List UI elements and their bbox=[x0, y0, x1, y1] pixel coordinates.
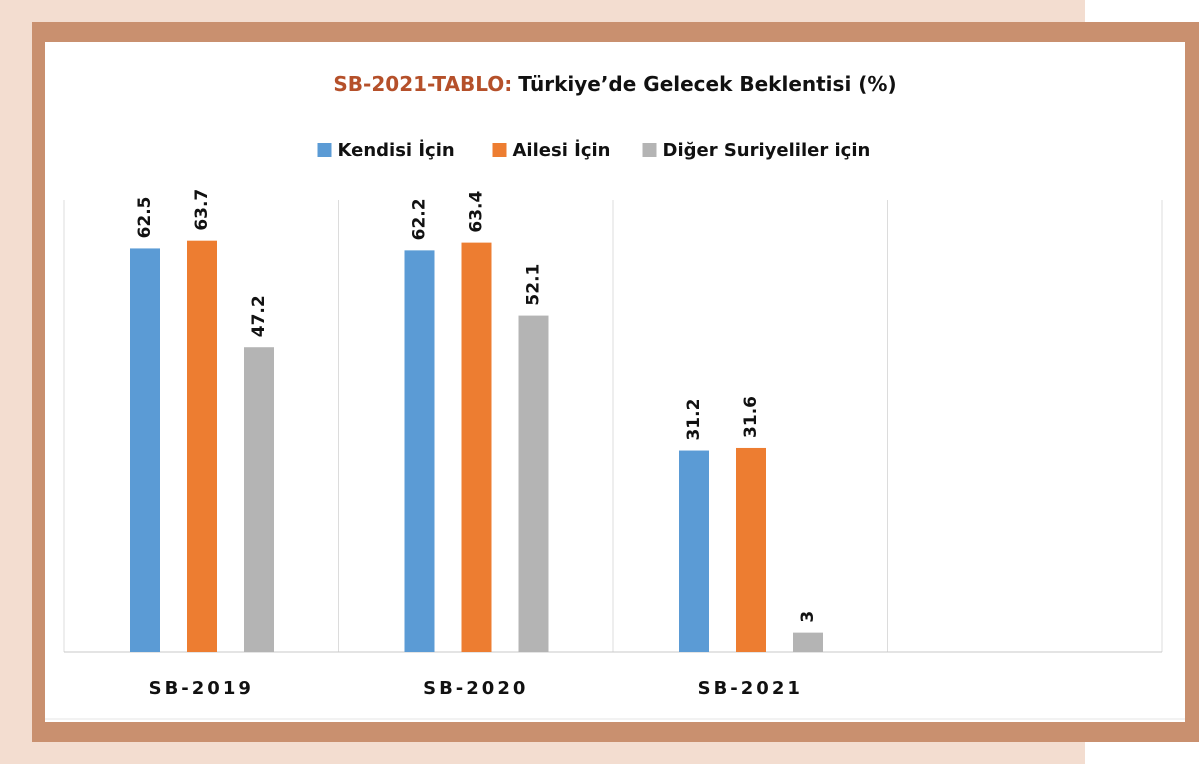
bar bbox=[404, 250, 435, 652]
bar bbox=[679, 450, 709, 652]
data-label: 47.2 bbox=[249, 295, 269, 337]
panel bbox=[45, 42, 1185, 722]
legend-swatch bbox=[492, 143, 507, 157]
data-label: 3 bbox=[798, 611, 818, 623]
data-label: 52.1 bbox=[524, 264, 544, 306]
data-label: 62.2 bbox=[410, 198, 430, 240]
data-label: 63.7 bbox=[192, 189, 212, 231]
legend-label: Ailesi İçin bbox=[513, 139, 611, 161]
bar bbox=[244, 347, 274, 652]
title-prefix: SB-2021-TABLO: bbox=[333, 72, 512, 96]
legend-swatch bbox=[642, 143, 657, 157]
legend-label: Kendisi İçin bbox=[338, 139, 455, 161]
x-tick-label: SB-2019 bbox=[149, 678, 254, 699]
data-label: 31.2 bbox=[684, 399, 704, 441]
bar bbox=[793, 632, 823, 652]
bar bbox=[736, 447, 766, 652]
title-text: Türkiye’de Gelecek Beklentisi (%) bbox=[518, 72, 896, 96]
data-label: 63.4 bbox=[467, 191, 487, 233]
x-tick-label: SB-2021 bbox=[698, 678, 803, 699]
bar bbox=[130, 248, 160, 652]
bar bbox=[461, 242, 492, 653]
legend-label: Diğer Suriyeliler için bbox=[663, 140, 871, 161]
x-tick-label: SB-2020 bbox=[423, 678, 528, 699]
bar bbox=[518, 315, 549, 652]
chart-title: SB-2021-TABLO: Türkiye’de Gelecek Beklent… bbox=[333, 72, 896, 96]
data-label: 62.5 bbox=[135, 196, 155, 238]
legend-swatch bbox=[317, 143, 332, 157]
data-label: 31.6 bbox=[741, 396, 761, 438]
bar bbox=[187, 240, 217, 652]
